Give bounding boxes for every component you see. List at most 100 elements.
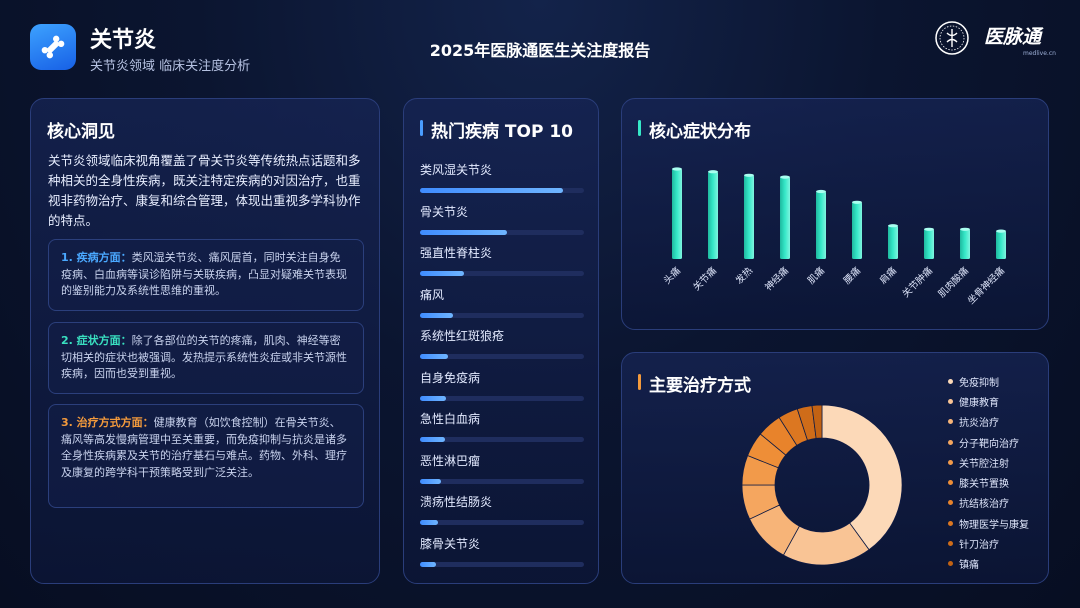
top10-item: 恶性淋巴瘤 — [420, 452, 584, 484]
symptom-tick-label: 关节痛 — [690, 264, 719, 293]
legend-entry: 抗结核治疗 — [948, 493, 1029, 513]
legend-label: 关节腔注射 — [959, 458, 1009, 470]
point-text: 健康教育（如饮食控制）在骨关节炎、痛风等高发慢病管理中至关重要，而免疫抑制与抗炎… — [61, 416, 347, 479]
symptom-bar — [816, 191, 826, 259]
top10-item: 类风湿关节炎 — [420, 161, 584, 193]
legend-label: 针刀治疗 — [959, 540, 999, 552]
symptom-bar-cap — [672, 167, 682, 171]
symptom-bar-cap — [924, 227, 934, 231]
symptom-tick-label: 肌痛 — [805, 264, 827, 286]
top10-item: 自身免疫病 — [420, 369, 584, 401]
top10-disease-name: 急性白血病 — [420, 412, 481, 426]
title-accent-bar — [638, 120, 641, 136]
top10-title: 热门疾病 TOP 10 — [431, 122, 574, 142]
top10-disease-name: 溃疡性结肠炎 — [420, 495, 493, 509]
legend-label: 分子靶向治疗 — [959, 438, 1019, 450]
symptom-bar — [672, 169, 682, 259]
title-accent-bar — [420, 120, 423, 136]
symptom-tick-label: 肌肉酸痛 — [936, 264, 972, 300]
top10-disease-name: 强直性脊柱炎 — [420, 246, 493, 260]
legend-swatch — [948, 398, 953, 404]
point-text: 类风湿关节炎、痛风居首，同时关注自身免疫病、白血病等误诊陷阱与关联疾病，凸显对疑… — [61, 251, 347, 297]
legend-entry: 镇痛 — [948, 554, 1029, 574]
top10-disease-name: 系统性红斑狼疮 — [420, 329, 505, 343]
symptom-tick-label: 腰痛 — [841, 264, 863, 286]
legend-label: 抗结核治疗 — [959, 499, 1009, 511]
top10-item: 骨关节炎 — [420, 203, 584, 235]
top10-item: 溃疡性结肠炎 — [420, 493, 584, 525]
symptom-bar-cap — [888, 224, 898, 228]
symptom-tick-label: 头痛 — [661, 264, 683, 286]
legend-entry: 抗炎治疗 — [948, 412, 1029, 432]
top10-disease-name: 骨关节炎 — [420, 204, 469, 219]
page-subtitle: 关节炎领域 临床关注度分析 — [90, 59, 251, 74]
legend-swatch — [948, 439, 953, 445]
insight-title: 核心洞见 — [47, 122, 115, 142]
symptom-bar — [888, 225, 898, 259]
insight-point-disease: 1. 疾病方面：类风湿关节炎、痛风居首，同时关注自身免疫病、白血病等误诊陷阱与关… — [48, 239, 364, 311]
top10-bar-fill — [420, 520, 439, 525]
page-title: 关节炎 — [90, 28, 157, 53]
top10-bar-track — [420, 354, 584, 359]
insight-point-symptom: 2. 症状方面：除了各部位的关节的疼痛，肌肉、神经等密切相关的症状也被强调。发热… — [48, 322, 364, 394]
top10-bar-track — [420, 271, 584, 276]
legend-entry: 免疫抑制 — [948, 371, 1029, 391]
symptom-bar-cap — [780, 175, 790, 179]
symptom-bar-cap — [708, 170, 718, 174]
top10-panel: 热门疾病 TOP 10 类风湿关节炎骨关节炎强直性脊柱炎 痛风系统性红斑狼疮 自身免… — [403, 98, 599, 584]
brand-logo: 医脉通 — [984, 26, 1042, 48]
symptom-bar — [924, 229, 934, 259]
symptom-tick-label: 关节肿痛 — [900, 264, 936, 300]
symptom-bar-cap — [960, 227, 970, 231]
top10-bar-track — [420, 188, 584, 193]
symptom-bar — [708, 171, 718, 259]
point-heading: 2. 症状方面： — [61, 334, 132, 347]
medical-seal-icon — [935, 21, 969, 55]
symptom-bar-cap — [996, 229, 1006, 233]
top10-bar-fill — [420, 188, 563, 193]
top10-bar-track — [420, 520, 584, 525]
symptom-bar — [780, 177, 790, 259]
top10-item: 痛风 — [420, 286, 584, 318]
symptom-bar — [744, 175, 754, 259]
top10-bar-track — [420, 561, 584, 567]
top10-bar-fill — [420, 271, 465, 276]
legend-swatch — [948, 459, 953, 465]
report-title: 2025年医脉通医生关注度报告 — [429, 41, 651, 60]
top10-bar-track — [420, 437, 584, 442]
legend-entry: 关节腔注射 — [948, 452, 1029, 472]
symptom-bar-cap — [816, 189, 826, 194]
legend-entry: 分子靶向治疗 — [948, 432, 1029, 452]
symptom-tick-label: 坐骨神经痛 — [965, 264, 1007, 306]
top10-item: 系统性红斑狼疮 — [420, 327, 584, 359]
legend-entry: 膝关节置换 — [948, 472, 1029, 492]
top10-item: 强直性脊柱炎 — [420, 244, 584, 276]
app-logo — [30, 24, 76, 70]
point-text: 除了各部位的关节的疼痛，肌肉、神经等密切相关的症状也被强调。发热提示系统性炎症或… — [61, 334, 347, 380]
symptom-bar — [852, 202, 862, 259]
top10-bar-fill — [420, 395, 447, 401]
top10-bar-track — [420, 478, 584, 484]
top10-disease-name: 痛风 — [420, 287, 445, 302]
top10-disease-name: 恶性淋巴瘤 — [420, 453, 481, 468]
legend-label: 镇痛 — [959, 560, 979, 572]
insight-point-treatment: 3. 治疗方式方面：健康教育（如饮食控制）在骨关节炎、痛风等高发慢病管理中至关重… — [48, 404, 364, 508]
legend-swatch — [948, 419, 953, 425]
treatment-chart-title: 主要治疗方式 — [649, 376, 751, 396]
brand-url: medlive.cn — [1023, 50, 1056, 57]
top10-disease-name: 膝骨关节炎 — [420, 536, 481, 551]
top10-bar-fill — [420, 478, 442, 484]
top10-item: 膝骨关节炎 — [420, 535, 584, 567]
top10-item: 急性白血病 — [420, 410, 584, 442]
top10-disease-name: 自身免疫病 — [420, 370, 481, 385]
insight-panel: 核心洞见 关节炎领域临床视角覆盖了骨关节炎等传统热点话题和多种相关的全身性疾病，… — [30, 98, 380, 584]
top10-bar-track — [420, 229, 584, 235]
top10-bar-fill — [420, 437, 445, 442]
bone-icon — [41, 35, 65, 59]
top10-bar-fill — [420, 229, 507, 235]
treatment-legend: 免疫抑制 健康教育 抗炎治疗 分子靶向治疗 关节腔注射 膝关节置换 抗结核治疗 物理医学与康复… — [948, 371, 1029, 574]
legend-entry: 针刀治疗 — [948, 533, 1029, 553]
legend-label: 健康教育 — [959, 397, 999, 409]
symptom-bar-cap — [852, 200, 862, 204]
